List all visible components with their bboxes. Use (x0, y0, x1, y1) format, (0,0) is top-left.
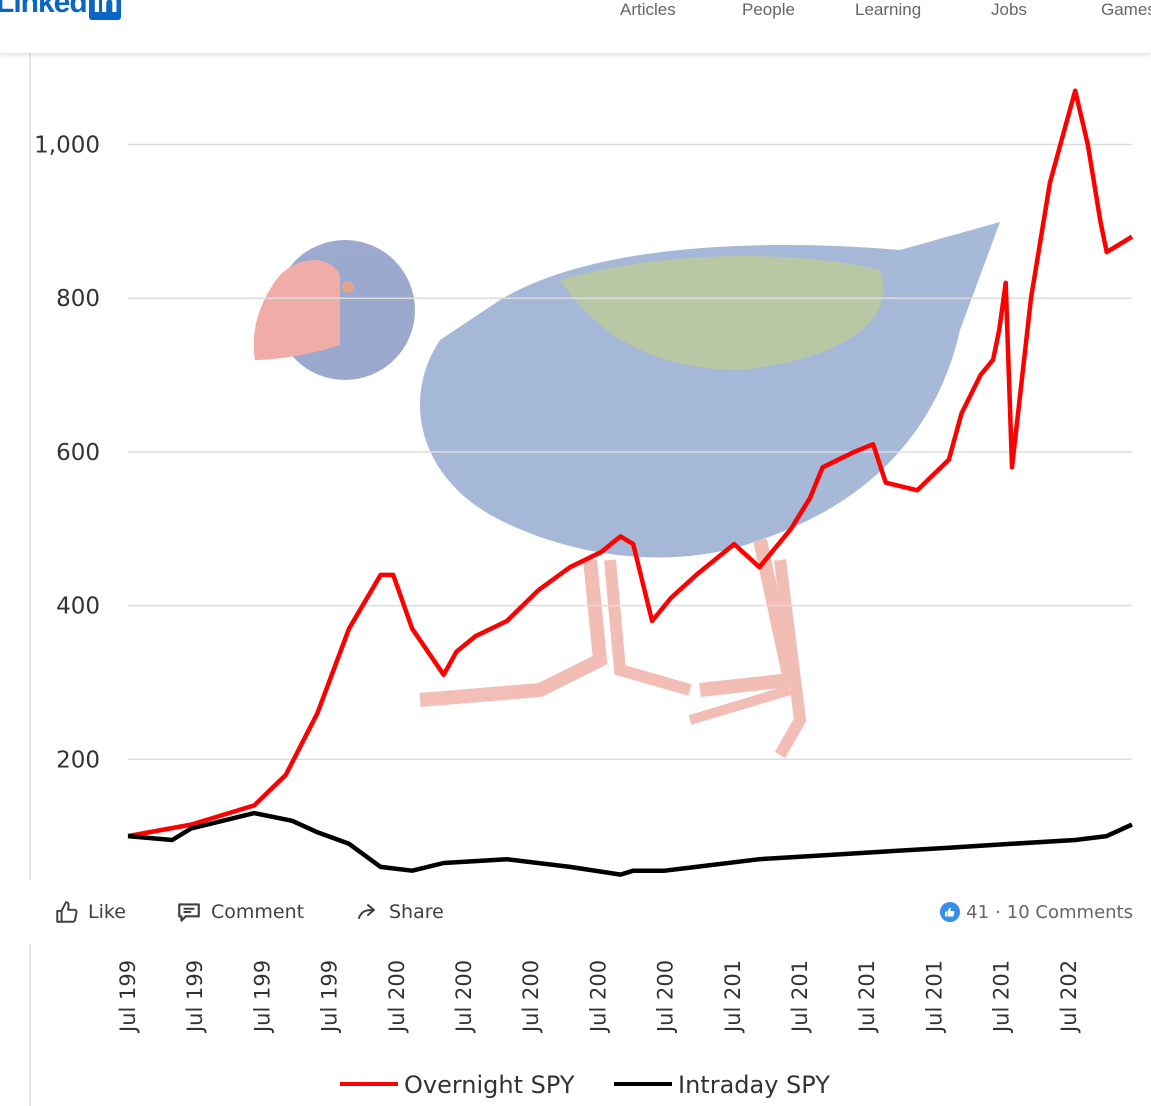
x-tick-label: Jul 201 (922, 960, 946, 1034)
x-tick-label: Jul 199 (250, 960, 274, 1034)
chart-image-lower: Jul 199 Jul 199 Jul 199 Jul 199 Jul 200 Jul 2… (0, 944, 1151, 1106)
y-tick-label: 1,000 (34, 133, 100, 159)
x-tick-label: Jul 200 (385, 960, 409, 1034)
chart-image-upper: 200 400 600 800 1,000 (0, 53, 1151, 880)
series-line-intraday (127, 810, 1133, 877)
legend-label-overnight: Overnight SPY (404, 1071, 575, 1099)
series-line-overnight (127, 88, 1134, 839)
social-counts[interactable]: 41 · 10 Comments (940, 880, 1133, 944)
y-tick-label: 400 (56, 594, 100, 620)
separator: · (995, 901, 1001, 923)
reactions-count[interactable]: 41 (966, 901, 990, 923)
nav-people[interactable]: People (742, 0, 795, 19)
x-tick-label: Jul 202 (1057, 960, 1081, 1034)
x-tick-label: Jul 200 (519, 960, 543, 1034)
nav-learning[interactable]: Learning (855, 0, 922, 19)
x-tick-label: Jul 200 (586, 960, 610, 1034)
like-label: Like (88, 901, 126, 923)
x-tick-label: Jul 200 (452, 960, 476, 1034)
line-chart: 200 400 600 800 1,000 (29, 53, 1134, 880)
comment-button[interactable]: Comment (175, 880, 304, 944)
thumbs-up-icon (54, 899, 80, 925)
linkedin-logo[interactable]: Linked in (0, 0, 122, 20)
top-nav: Linked in Articles People Learning Jobs G… (0, 0, 1151, 53)
legend: Overnight SPY Intraday SPY (340, 1071, 830, 1099)
share-label: Share (389, 901, 444, 923)
speech-bubble-icon (175, 899, 203, 925)
comment-label: Comment (211, 901, 305, 923)
share-button[interactable]: Share (355, 880, 444, 944)
x-tick-label: Jul 199 (183, 960, 207, 1034)
bird-illustration (253, 222, 1000, 758)
comments-count[interactable]: 10 Comments (1006, 901, 1133, 923)
y-tick-label: 800 (56, 286, 100, 312)
x-tick-label: Jul 199 (116, 960, 140, 1034)
x-tick-label: Jul 201 (990, 960, 1014, 1034)
y-tick-label: 600 (56, 440, 100, 466)
x-tick-label: Jul 201 (788, 960, 812, 1034)
x-tick-label: Jul 200 (654, 960, 678, 1034)
like-reaction-icon (940, 902, 961, 922)
nav-jobs[interactable]: Jobs (991, 0, 1027, 19)
like-button[interactable]: Like (54, 880, 126, 944)
legend-label-intraday: Intraday SPY (678, 1071, 830, 1099)
nav-articles[interactable]: Articles (620, 0, 676, 19)
share-arrow-icon (355, 900, 381, 924)
x-tick-label: Jul 199 (318, 960, 342, 1034)
x-tick-label: Jul 201 (721, 960, 745, 1034)
nav-games[interactable]: Games (1101, 0, 1151, 19)
post-action-bar: Like Comment Share 41 · 10 Comments (0, 880, 1151, 944)
chart-axis-legend: Jul 199 Jul 199 Jul 199 Jul 199 Jul 200 Jul 2… (29, 944, 1081, 1106)
y-tick-label: 200 (56, 747, 100, 773)
x-tick-label: Jul 201 (855, 960, 879, 1034)
